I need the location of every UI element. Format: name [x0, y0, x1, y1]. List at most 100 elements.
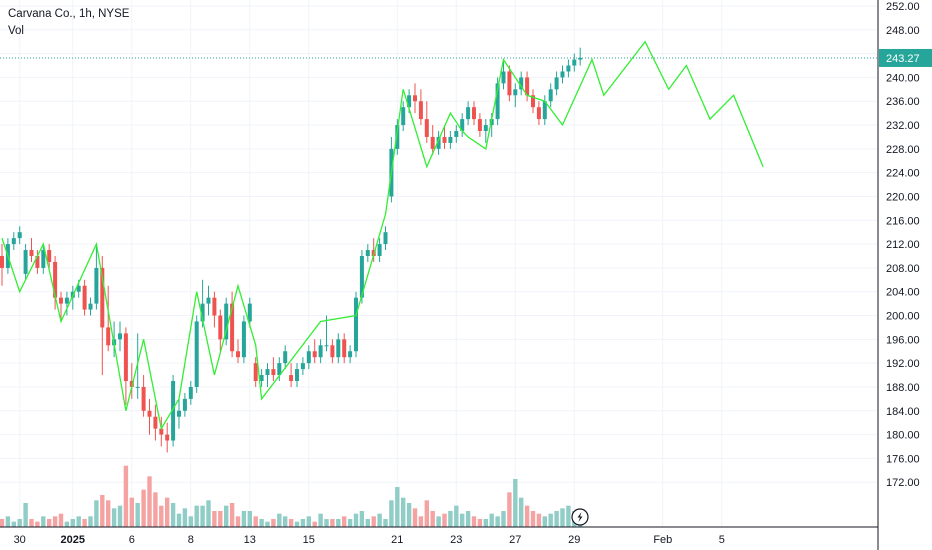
- time-axis[interactable]: 30 2025 6 8 13 15 21 23 27 29 Feb 5: [14, 534, 725, 546]
- candle-body: [194, 321, 199, 387]
- price-axis[interactable]: 172.00 176.00 180.00 184.00 188.00 192.00 196.…: [886, 1, 920, 489]
- volume-bar: [412, 508, 418, 527]
- time-tick-label: 21: [391, 534, 403, 546]
- volume-bar: [235, 516, 241, 527]
- candle-body: [359, 256, 364, 298]
- price-tick-label: 208.00: [886, 263, 920, 275]
- volume-bar: [241, 511, 247, 527]
- volume-bar: [271, 519, 276, 527]
- volume-bar: [294, 521, 300, 527]
- candle-body: [383, 232, 388, 245]
- candle: [194, 315, 199, 393]
- candle-body: [448, 136, 453, 143]
- volume-indicator-label[interactable]: Vol: [8, 25, 24, 37]
- candle: [177, 398, 181, 429]
- candle-body: [289, 375, 294, 381]
- symbol-title[interactable]: Carvana Co., 1h, NYSE: [8, 8, 130, 20]
- candle-body: [495, 83, 500, 120]
- candle: [507, 65, 512, 102]
- volume-bar: [442, 513, 447, 527]
- time-tick-label: 27: [509, 534, 521, 546]
- candle-body: [295, 369, 299, 381]
- candle: [64, 291, 69, 316]
- candle-body: [265, 369, 270, 376]
- volume-bar: [377, 513, 382, 527]
- volume-bar: [123, 465, 129, 527]
- candle: [318, 339, 323, 364]
- candle-body: [548, 89, 553, 102]
- volume-bar: [23, 503, 28, 527]
- price-tick-label: 232.00: [886, 120, 920, 132]
- candle: [147, 398, 152, 435]
- candle-body: [188, 386, 193, 399]
- volume-bar: [5, 516, 11, 527]
- volume-bar: [519, 497, 524, 527]
- candle-body: [395, 125, 400, 149]
- candle: [271, 357, 276, 381]
- volume-bar: [283, 516, 288, 527]
- candle-body: [483, 125, 488, 131]
- candle-body: [253, 363, 258, 381]
- candle: [413, 83, 417, 114]
- volume-bar: [542, 516, 547, 527]
- candle: [241, 315, 246, 364]
- candle-body: [88, 303, 93, 310]
- volume-bar: [47, 519, 52, 527]
- time-tick-label: 5: [719, 534, 725, 546]
- candle-body: [300, 363, 305, 370]
- candlesticks: [0, 47, 583, 453]
- candle: [395, 119, 400, 155]
- candle: [430, 125, 435, 155]
- volume-bar: [52, 516, 58, 527]
- volume-bar: [147, 476, 152, 527]
- price-tick-label: 220.00: [886, 191, 920, 203]
- candle-body: [106, 327, 111, 346]
- volume-bar: [41, 516, 46, 527]
- volume-bar: [460, 513, 465, 527]
- candle: [159, 416, 164, 447]
- volume-bar: [536, 513, 542, 527]
- candle-body: [100, 267, 105, 328]
- candle: [88, 297, 93, 316]
- candle: [513, 83, 518, 108]
- candle-body: [554, 77, 559, 90]
- price-tick-label: 212.00: [886, 239, 920, 251]
- candle: [424, 101, 429, 143]
- candle-body: [218, 315, 223, 340]
- candle: [306, 345, 311, 370]
- candle-body: [519, 77, 524, 90]
- volume-bar: [353, 513, 359, 527]
- volume-bar: [100, 495, 105, 527]
- candle-body: [159, 428, 164, 435]
- candle-body: [59, 297, 63, 304]
- candle-body: [424, 119, 429, 137]
- price-tick-label: 176.00: [886, 453, 920, 465]
- candle: [94, 244, 99, 310]
- candle: [365, 244, 370, 262]
- candle: [29, 238, 34, 262]
- volume-bar: [200, 505, 205, 527]
- candle-body: [572, 59, 577, 66]
- candle-body: [53, 261, 58, 298]
- candle: [277, 357, 282, 381]
- candle: [123, 327, 128, 405]
- candle-body: [230, 303, 235, 352]
- candle-body: [47, 250, 52, 262]
- candle-body: [525, 77, 530, 96]
- candle: [165, 422, 170, 453]
- candle-body: [153, 416, 158, 429]
- candle-body: [324, 345, 329, 347]
- candle-body: [212, 297, 217, 316]
- volume-bar: [465, 511, 471, 527]
- lightning-icon[interactable]: [571, 508, 589, 526]
- candle-body: [259, 375, 264, 381]
- candle-body: [436, 136, 441, 149]
- volume-bar: [253, 516, 258, 527]
- candle: [542, 95, 547, 126]
- volume-bar: [306, 516, 311, 527]
- candle: [560, 65, 565, 84]
- candle: [536, 101, 541, 126]
- projection-lines: [1, 40, 764, 431]
- candle: [566, 59, 571, 78]
